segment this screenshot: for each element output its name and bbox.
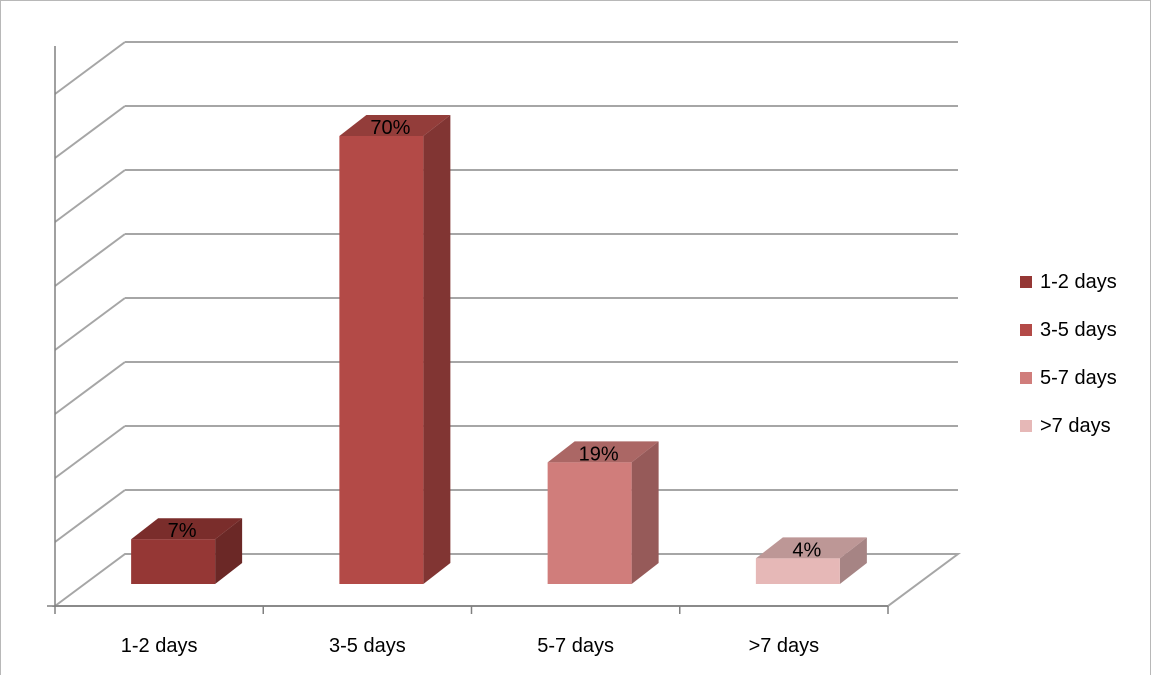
legend-swatch-4 bbox=[1020, 420, 1032, 432]
legend-swatch-3 bbox=[1020, 372, 1032, 384]
category-label-1: 1-2 days bbox=[121, 635, 198, 657]
side-wall-gridline bbox=[54, 105, 126, 159]
legend-swatch-1 bbox=[1020, 276, 1032, 288]
legend: 1-2 days 3-5 days 5-7 days >7 days bbox=[1020, 258, 1117, 450]
bar-4 bbox=[755, 558, 840, 584]
bar-top-4 bbox=[755, 537, 867, 559]
side-wall-gridline bbox=[54, 169, 126, 223]
bar-side-4 bbox=[839, 537, 867, 584]
bar-1 bbox=[131, 539, 216, 584]
bar-side-3 bbox=[631, 441, 659, 584]
side-wall-gridline bbox=[54, 233, 126, 287]
legend-item-3: 5-7 days bbox=[1020, 354, 1117, 402]
side-wall-gridline bbox=[54, 41, 126, 95]
side-wall-gridline bbox=[54, 361, 126, 415]
legend-item-1: 1-2 days bbox=[1020, 258, 1117, 306]
side-wall-gridline bbox=[54, 489, 126, 543]
category-label-3: 5-7 days bbox=[537, 635, 614, 657]
data-label-1: 7% bbox=[168, 520, 197, 542]
bar-3 bbox=[547, 462, 632, 584]
legend-item-4: >7 days bbox=[1020, 402, 1117, 450]
bar-side-1 bbox=[215, 518, 243, 584]
legend-item-2: 3-5 days bbox=[1020, 306, 1117, 354]
data-label-3: 19% bbox=[579, 443, 619, 465]
legend-label-3: 5-7 days bbox=[1040, 366, 1117, 389]
data-label-4: 4% bbox=[792, 539, 821, 561]
data-label-2: 70% bbox=[370, 117, 410, 139]
category-label-2: 3-5 days bbox=[329, 635, 406, 657]
bar-top-1 bbox=[131, 518, 243, 540]
bar-top-3 bbox=[547, 441, 659, 463]
legend-label-2: 3-5 days bbox=[1040, 318, 1117, 341]
bar-side-2 bbox=[423, 115, 451, 584]
bar-2 bbox=[339, 136, 424, 584]
side-wall-gridline bbox=[54, 297, 126, 351]
legend-label-4: >7 days bbox=[1040, 414, 1111, 437]
category-label-4: >7 days bbox=[749, 635, 820, 657]
legend-label-1: 1-2 days bbox=[1040, 270, 1117, 293]
side-wall-gridline bbox=[54, 425, 126, 479]
bar-top-2 bbox=[339, 115, 451, 136]
legend-swatch-2 bbox=[1020, 324, 1032, 336]
